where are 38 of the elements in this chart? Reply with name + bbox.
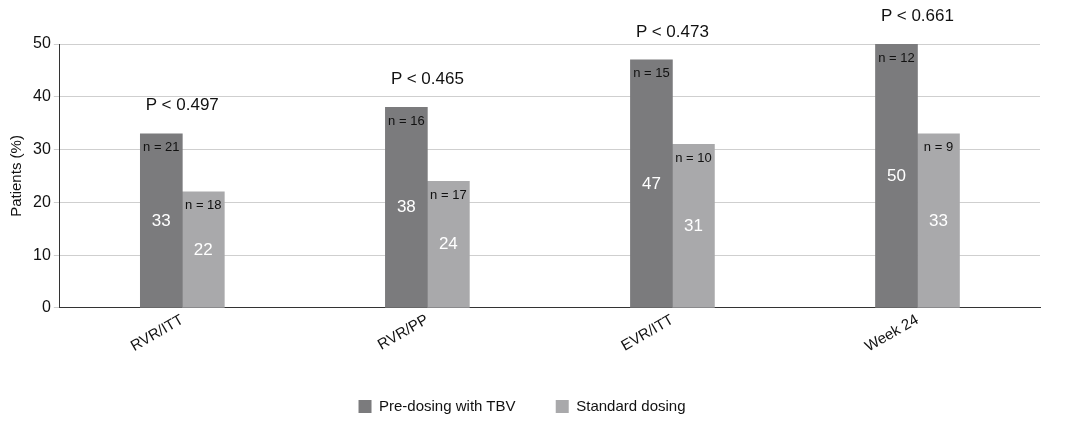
- data-label: 38: [396, 197, 416, 217]
- data-label: 22: [193, 239, 213, 259]
- y-axis-title: Patients (%): [7, 135, 25, 217]
- annotation: n = 17: [430, 186, 467, 202]
- bar: [917, 133, 960, 308]
- annotation: n = 10: [675, 149, 712, 165]
- y-tick-label: 40: [33, 87, 51, 105]
- y-tick-label: 50: [33, 34, 51, 52]
- annotation: P < 0.465: [390, 69, 464, 89]
- legend-label: Standard dosing: [576, 396, 686, 414]
- data-label: 47: [641, 173, 661, 193]
- y-tick-label: 30: [33, 139, 51, 157]
- x-tick-label: Week 24: [861, 310, 922, 355]
- bar: [630, 59, 673, 308]
- bar: [385, 107, 428, 308]
- bar: [875, 44, 918, 308]
- y-tick-label: 0: [41, 298, 51, 316]
- data-label: 24: [438, 234, 458, 254]
- bar: [181, 191, 225, 308]
- annotation: n = 12: [878, 49, 915, 65]
- annotation: n = 9: [923, 139, 954, 155]
- annotation: n = 18: [185, 197, 222, 213]
- data-label: 33: [151, 210, 171, 230]
- annotation: P < 0.497: [145, 95, 219, 115]
- bar: [672, 143, 715, 308]
- bar: [139, 133, 183, 308]
- data-label: 50: [887, 165, 906, 185]
- text: P < 0.473: [635, 21, 709, 41]
- annotation: n = 15: [633, 65, 670, 81]
- annotation: n = 16: [388, 112, 425, 128]
- bar: [427, 180, 470, 308]
- legend-label: Pre-dosing with TBV: [379, 396, 516, 414]
- y-tick-label: 20: [33, 192, 51, 210]
- data-label: 31: [683, 215, 703, 235]
- annotation: n = 21: [143, 139, 180, 155]
- text: P < 0.661: [881, 5, 954, 25]
- y-tick-label: 10: [33, 245, 51, 263]
- data-label: 33: [929, 210, 948, 230]
